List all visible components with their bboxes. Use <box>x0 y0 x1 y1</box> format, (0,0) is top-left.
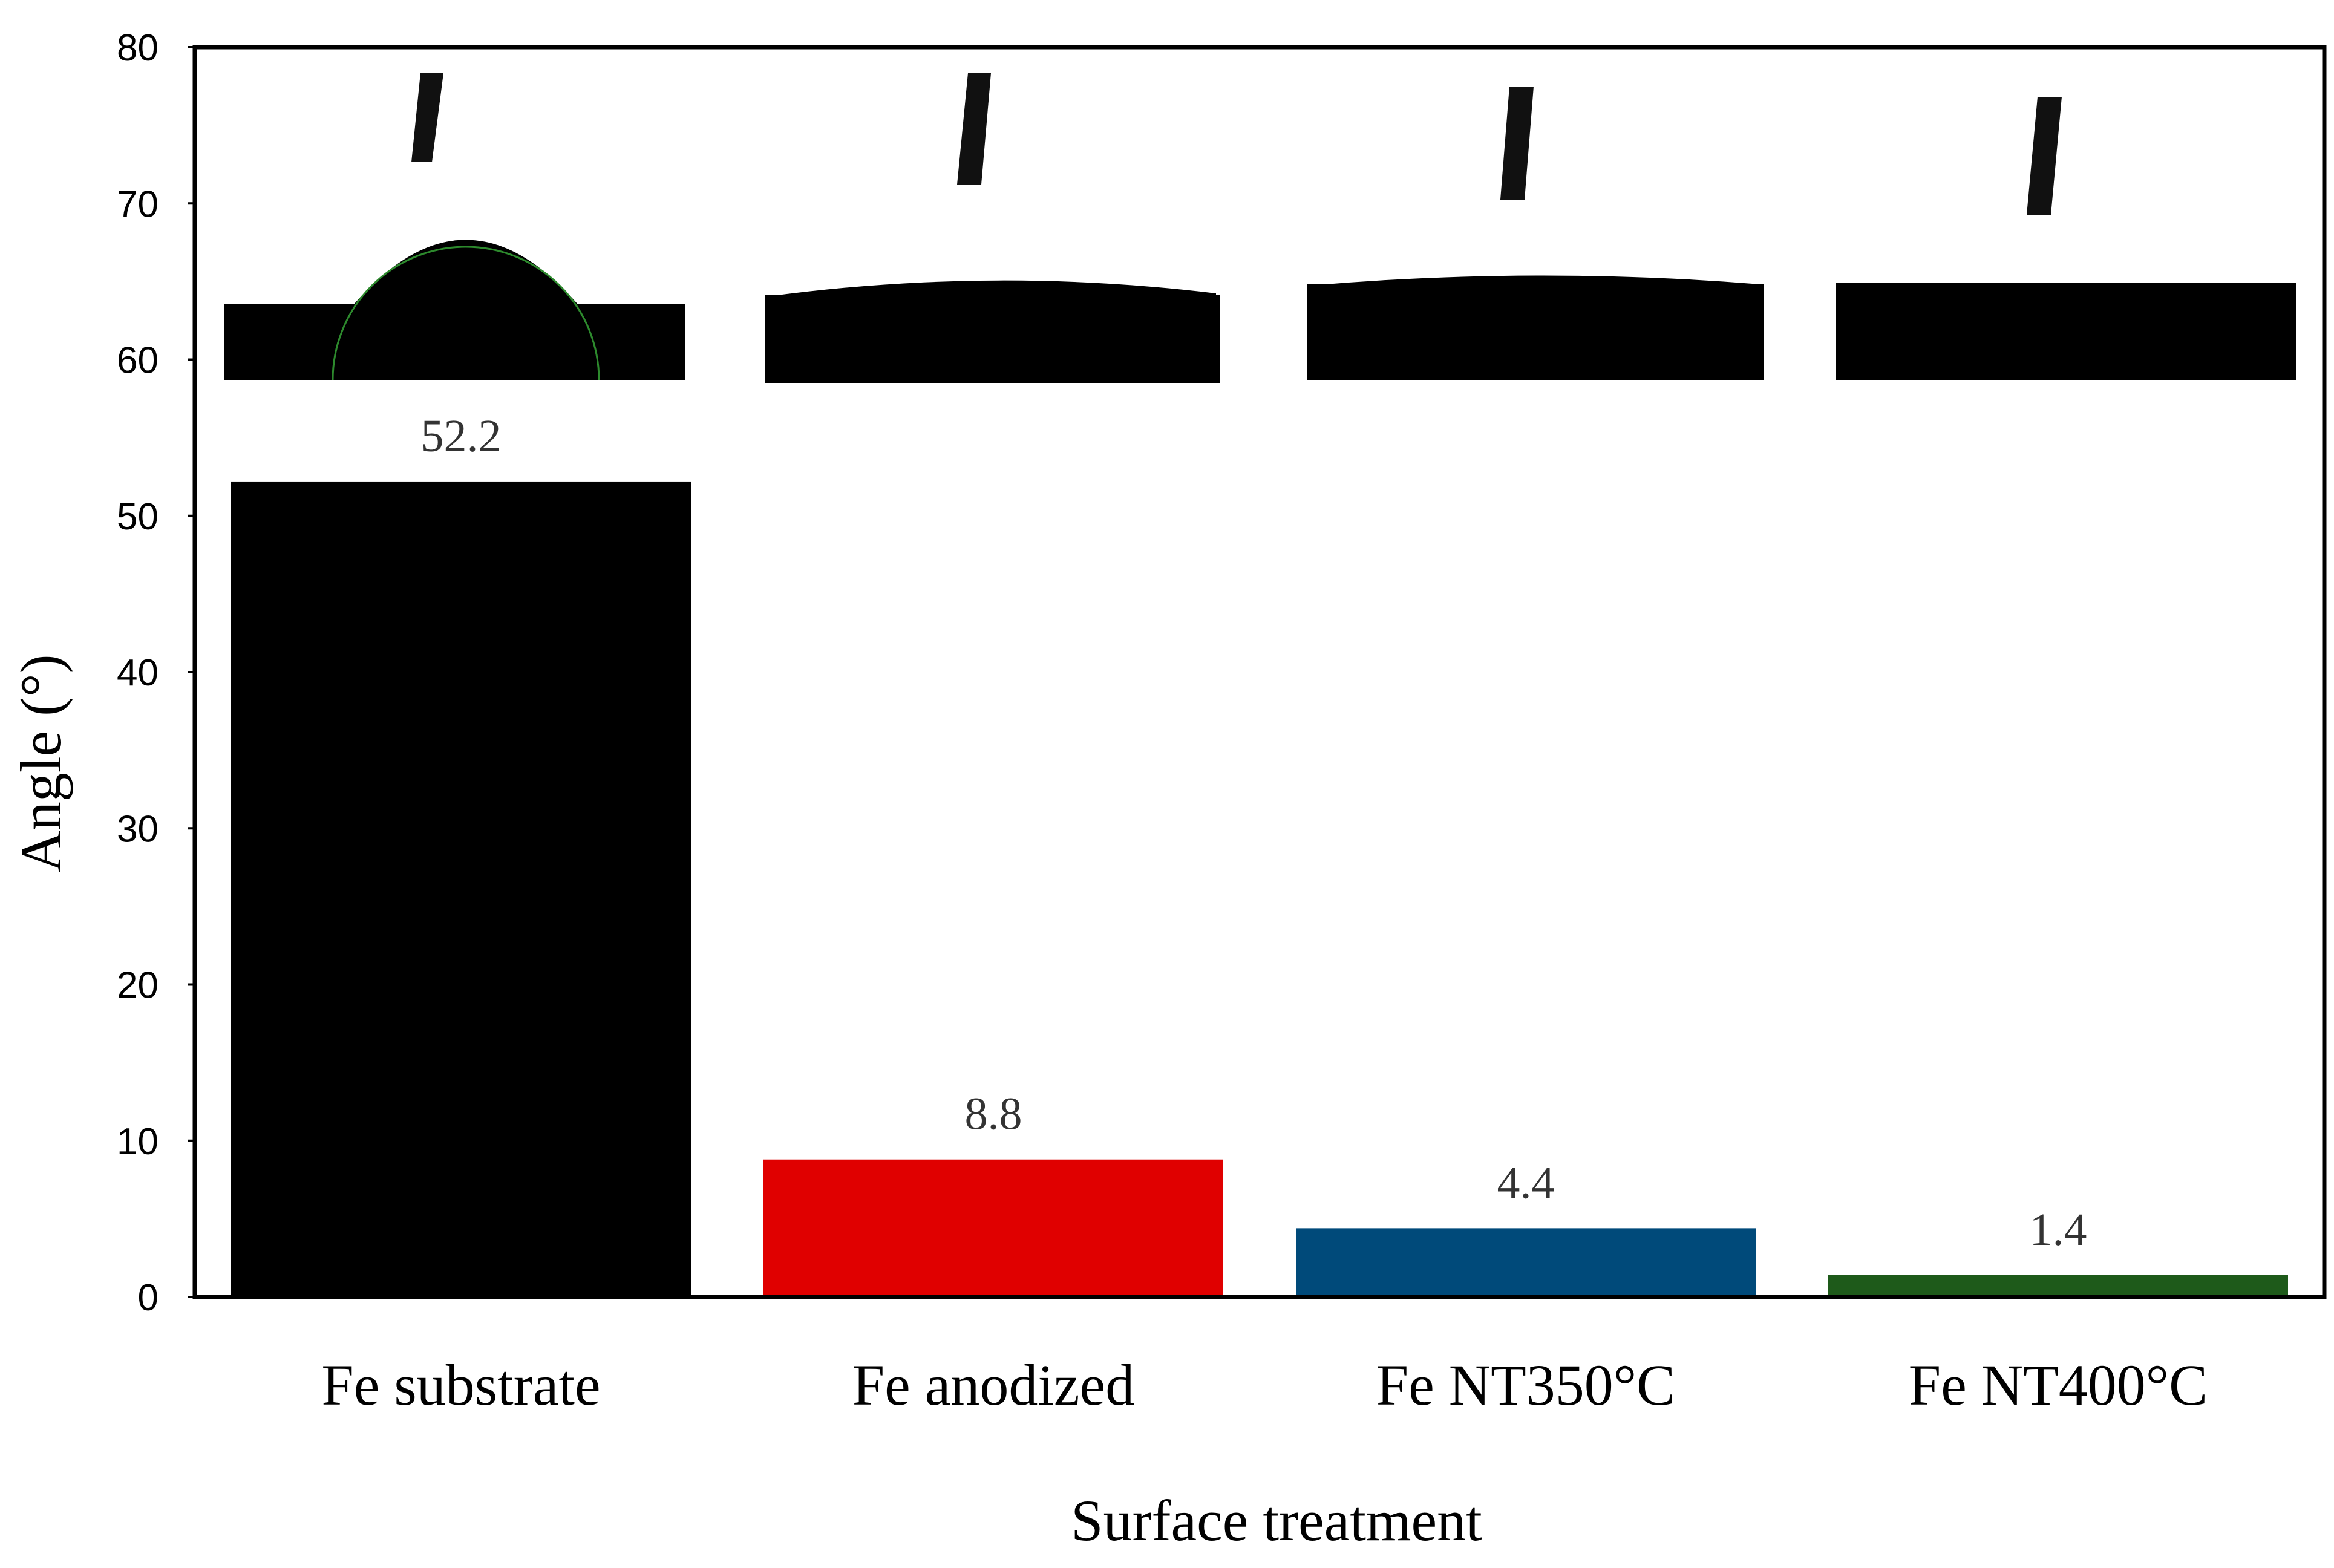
x-tick-label: Fe NT400°C <box>1909 1353 2208 1417</box>
x-tick-label: Fe anodized <box>852 1353 1135 1417</box>
y-tick-label: 50 <box>117 496 159 538</box>
value-labels: 52.2 8.8 4.4 1.4 <box>421 411 2087 1255</box>
droplet-photos <box>224 73 2296 383</box>
y-tick-label: 70 <box>117 183 159 225</box>
droplet-photo-fe-nt400 <box>1836 97 2296 380</box>
x-axis-title: Surface treatment <box>1071 1488 1482 1553</box>
y-axis-title: Angle (°) <box>8 655 73 873</box>
bar-value-label: 52.2 <box>421 411 502 462</box>
y-tick-label: 60 <box>117 340 159 382</box>
y-axis: 0 10 20 30 40 50 60 70 80 <box>117 27 195 1319</box>
droplet-photo-fe-nt350 <box>1307 87 1764 380</box>
x-tick-label: Fe substrate <box>321 1353 600 1417</box>
y-tick-label: 30 <box>117 808 159 850</box>
y-tick-label: 20 <box>117 965 159 1007</box>
bar-2 <box>1296 1228 1756 1297</box>
plot-frame <box>192 45 2327 1299</box>
y-tick-label: 10 <box>117 1121 159 1163</box>
bar-series <box>231 481 2288 1297</box>
bar-0 <box>231 481 691 1297</box>
bar-value-label: 8.8 <box>965 1089 1022 1140</box>
droplet-photo-fe-substrate <box>224 73 685 381</box>
bar-1 <box>763 1159 1223 1297</box>
droplet-photo-fe-anodized <box>765 73 1220 383</box>
x-tick-label: Fe NT350°C <box>1376 1353 1675 1417</box>
x-axis: Fe substrate Fe anodized Fe NT350°C Fe NT40… <box>321 1353 2208 1417</box>
y-tick-label: 0 <box>138 1277 159 1319</box>
y-tick-label: 80 <box>117 27 159 69</box>
bar-3 <box>1828 1275 2288 1297</box>
y-tick-label: 40 <box>117 652 159 694</box>
bar-value-label: 1.4 <box>2030 1204 2087 1255</box>
bar-value-label: 4.4 <box>1497 1157 1555 1208</box>
